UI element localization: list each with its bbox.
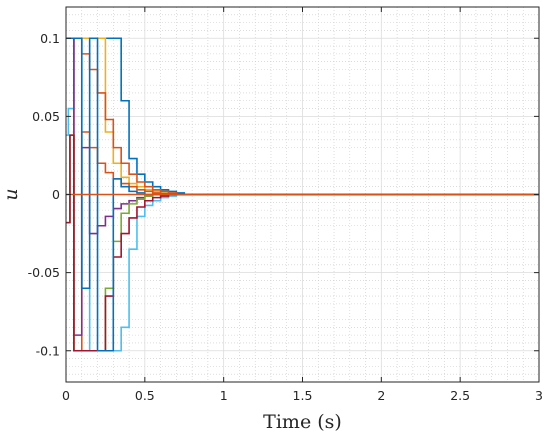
tick-marks — [65, 7, 540, 382]
y-tick-labels: -0.1 -0.05 0 0.05 0.1 — [28, 31, 60, 359]
series-layer — [66, 37, 539, 352]
y-tick-label: -0.1 — [36, 343, 60, 358]
x-tick-label: 1 — [220, 388, 228, 403]
x-tick-label: 0.5 — [135, 388, 155, 403]
x-axis-label: Time (s) — [263, 411, 342, 433]
x-tick-label: 3 — [535, 388, 543, 403]
series-line-8 — [66, 134, 539, 352]
y-tick-label: 0.05 — [32, 109, 60, 124]
x-tick-label: 1.5 — [293, 388, 313, 403]
x-tick-label: 2.5 — [450, 388, 470, 403]
x-tick-label: 2 — [377, 388, 385, 403]
x-tick-labels: 0 0.5 1 1.5 2 2.5 3 — [62, 388, 543, 403]
series-line-3 — [66, 37, 539, 196]
y-tick-label: 0.1 — [40, 31, 60, 46]
y-tick-label: -0.05 — [28, 265, 60, 280]
x-tick-label: 0 — [62, 388, 70, 403]
y-axis-label: u — [0, 188, 22, 200]
y-tick-label: 0 — [52, 187, 60, 202]
